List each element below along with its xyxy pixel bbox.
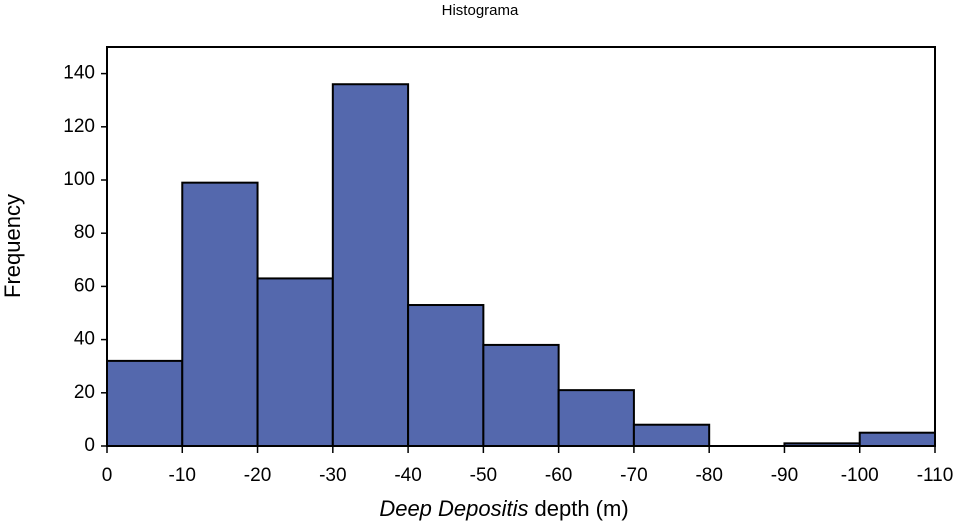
y-tick-label: 40 <box>74 329 95 350</box>
x-tick-label: -20 <box>244 465 271 486</box>
y-tick-label: 60 <box>74 275 95 296</box>
x-tick-label: -40 <box>394 465 421 486</box>
x-tick-label: -30 <box>319 465 346 486</box>
bar <box>407 304 485 447</box>
plot-frame <box>106 46 936 447</box>
x-tick-label: -90 <box>771 465 798 486</box>
y-tick-label: 80 <box>74 222 95 243</box>
x-tick-label: -70 <box>620 465 647 486</box>
x-tick-label: -60 <box>545 465 572 486</box>
chart-title: Histograma <box>442 2 519 19</box>
bar <box>858 431 937 448</box>
bar <box>181 181 259 447</box>
bar <box>331 83 410 448</box>
y-tick-label: 100 <box>63 169 95 190</box>
x-tick-label: -80 <box>695 465 722 486</box>
x-axis-label: Deep Depositis depth (m) <box>379 496 628 521</box>
x-tick-label: -100 <box>841 465 879 486</box>
y-tick-label: 120 <box>63 116 95 137</box>
y-tick-label: 20 <box>74 382 95 403</box>
bar <box>256 277 334 448</box>
y-tick-label: 140 <box>63 63 95 84</box>
bar <box>632 423 711 448</box>
bar <box>106 359 184 448</box>
y-axis-label: Frequency <box>0 194 25 298</box>
x-tick-label: -50 <box>470 465 497 486</box>
x-tick-label: -110 <box>917 465 953 486</box>
x-tick-label: 0 <box>102 465 113 486</box>
bar <box>557 389 635 448</box>
x-axis-label-rest: depth (m) <box>535 496 629 521</box>
x-axis-label-italic: Deep Depositis <box>379 496 528 521</box>
x-tick-label: -10 <box>169 465 196 486</box>
bar <box>482 343 560 448</box>
y-tick-label: 0 <box>84 435 95 456</box>
